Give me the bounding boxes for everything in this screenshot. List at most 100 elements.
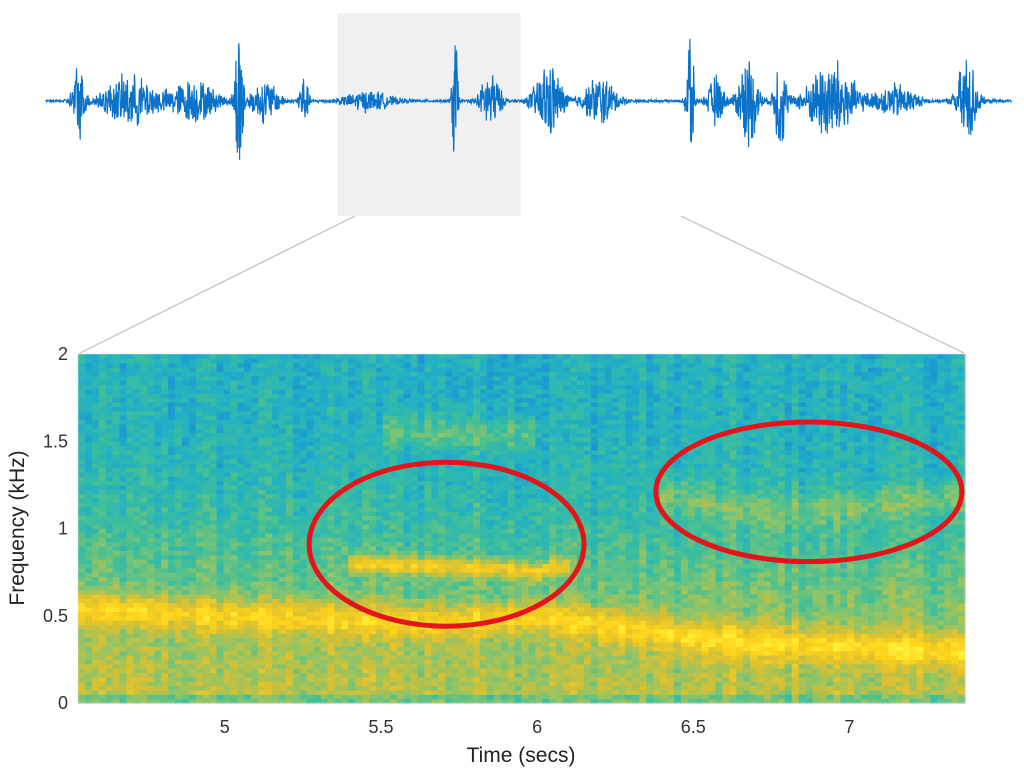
heatmap-cell — [452, 637, 460, 643]
heatmap-cell — [355, 641, 363, 647]
heatmap-cell — [341, 406, 349, 412]
heatmap-cell — [230, 476, 238, 482]
heatmap-cell — [188, 554, 197, 560]
heatmap-cell — [382, 528, 391, 534]
heatmap-cell — [306, 375, 315, 381]
heatmap-cell — [410, 580, 419, 586]
heatmap-cell — [91, 354, 100, 359]
heatmap-cell — [382, 537, 391, 543]
heatmap-cell — [181, 393, 190, 399]
heatmap-cell — [126, 471, 135, 477]
heatmap-cell — [369, 650, 377, 656]
heatmap-cell — [424, 672, 433, 678]
heatmap-cell — [403, 641, 412, 647]
heatmap-cell — [362, 445, 370, 451]
heatmap-cell — [417, 515, 426, 521]
heatmap-cell — [223, 397, 232, 403]
heatmap-cell — [251, 476, 259, 482]
heatmap-cell — [348, 685, 356, 691]
heatmap-cell — [327, 471, 335, 477]
heatmap-cell — [195, 454, 204, 460]
heatmap-cell — [445, 668, 453, 674]
heatmap-cell — [320, 397, 329, 403]
heatmap-cell — [278, 589, 287, 595]
heatmap-cell — [188, 698, 197, 704]
heatmap-cell — [98, 419, 107, 425]
heatmap-cell — [98, 589, 107, 595]
heatmap-cell — [154, 511, 162, 517]
heatmap-cell — [327, 537, 335, 543]
heatmap-cell — [403, 668, 412, 674]
heatmap-cell — [493, 397, 502, 403]
heatmap-cell — [410, 449, 419, 455]
heatmap-cell — [272, 641, 280, 647]
heatmap-cell — [216, 375, 225, 381]
heatmap-cell — [140, 371, 148, 377]
heatmap-cell — [105, 615, 114, 621]
heatmap-cell — [98, 554, 107, 560]
heatmap-cell — [382, 428, 391, 434]
heatmap-cell — [292, 554, 301, 560]
heatmap-cell — [98, 493, 107, 499]
heatmap-cell — [154, 694, 162, 700]
heatmap-cell — [181, 554, 190, 560]
heatmap-cell — [258, 497, 266, 503]
heatmap-cell — [78, 646, 86, 652]
heatmap-cell — [195, 354, 204, 359]
heatmap-cell — [126, 681, 135, 687]
heatmap-cell — [438, 532, 446, 538]
heatmap-cell — [472, 432, 481, 438]
heatmap-cell — [223, 537, 232, 543]
heatmap-cell — [285, 454, 294, 460]
heatmap-cell — [126, 545, 135, 551]
heatmap-cell — [195, 467, 204, 473]
heatmap-cell — [154, 685, 162, 691]
heatmap-cell — [237, 655, 245, 660]
heatmap-cell — [459, 401, 467, 407]
heatmap-cell — [202, 380, 211, 386]
heatmap-cell — [452, 576, 460, 582]
heatmap-cell — [285, 388, 294, 394]
heatmap-cell — [105, 388, 114, 394]
heatmap-cell — [486, 393, 495, 399]
heatmap-cell — [500, 541, 509, 547]
heatmap-cell — [438, 611, 446, 617]
heatmap-cell — [320, 471, 329, 477]
heatmap-cell — [445, 593, 453, 599]
heatmap-cell — [500, 480, 509, 486]
heatmap-cell — [320, 419, 329, 425]
heatmap-cell — [320, 685, 329, 691]
heatmap-cell — [265, 519, 273, 525]
heatmap-cell — [272, 567, 280, 573]
heatmap-cell — [355, 685, 363, 691]
heatmap-cell — [112, 563, 121, 569]
heatmap-cell — [98, 371, 107, 377]
heatmap-cell — [362, 689, 370, 695]
heatmap-cell — [362, 580, 370, 586]
heatmap-cell — [285, 615, 294, 621]
heatmap-cell — [105, 602, 114, 608]
heatmap-cell — [452, 689, 460, 695]
heatmap-cell — [91, 458, 100, 464]
heatmap-cell — [438, 397, 446, 403]
heatmap-cell — [133, 611, 141, 617]
heatmap-cell — [445, 476, 453, 482]
heatmap-cell — [424, 580, 433, 586]
heatmap-cell — [119, 484, 128, 490]
heatmap-cell — [431, 463, 439, 469]
heatmap-cell — [195, 576, 204, 582]
heatmap-cell — [424, 663, 433, 669]
heatmap-cell — [216, 689, 225, 695]
heatmap-cell — [175, 454, 183, 460]
heatmap-cell — [299, 685, 308, 691]
heatmap-cell — [438, 659, 446, 665]
heatmap-cell — [251, 580, 259, 586]
heatmap-cell — [272, 441, 280, 447]
heatmap-cell — [133, 415, 141, 421]
heatmap-cell — [362, 681, 370, 687]
heatmap-cell — [327, 362, 335, 368]
heatmap-cell — [278, 663, 287, 669]
heatmap-cell — [369, 655, 377, 660]
heatmap-cell — [452, 436, 460, 442]
heatmap-cell — [389, 449, 398, 455]
